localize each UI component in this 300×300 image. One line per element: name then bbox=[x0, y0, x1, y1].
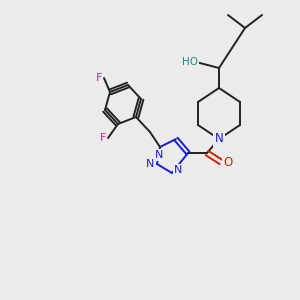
Text: N: N bbox=[146, 159, 154, 169]
Text: F: F bbox=[100, 133, 106, 143]
Text: N: N bbox=[155, 150, 163, 160]
Text: N: N bbox=[214, 133, 224, 146]
Text: F: F bbox=[96, 73, 102, 83]
Text: O: O bbox=[224, 155, 232, 169]
Text: N: N bbox=[174, 165, 182, 175]
Text: HO: HO bbox=[182, 57, 198, 67]
